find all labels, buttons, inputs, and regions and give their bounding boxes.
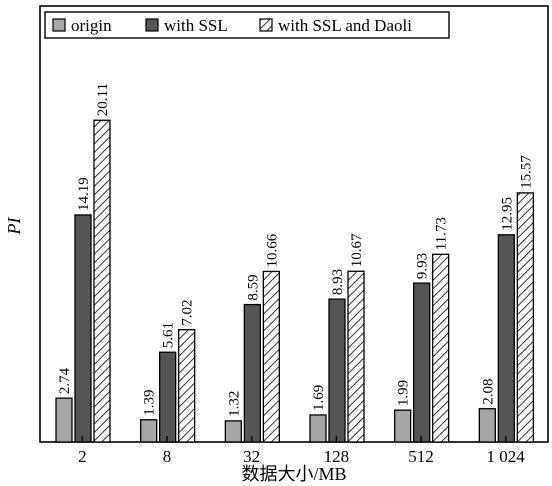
- legend-box: [44, 11, 450, 39]
- data-label-with-ssl-128: 8.93: [330, 269, 346, 295]
- bar-with-ssl-128: [328, 298, 346, 443]
- x-axis-title: 数据大小/MB: [241, 464, 346, 484]
- bar-origin-8: [140, 419, 158, 443]
- data-label-with-ssl-2: 14.19: [76, 177, 92, 211]
- data-label-origin-512: 1.99: [396, 380, 412, 406]
- data-label-with-ssl-and-daoli-1-024: 15.57: [518, 155, 534, 189]
- data-label-origin-8: 1.39: [142, 390, 158, 416]
- bar-with-ssl-and-daoli-8: [178, 329, 196, 443]
- legend-label-with-ssl: with SSL: [164, 16, 228, 35]
- data-label-with-ssl-and-daoli-128: 10.67: [349, 233, 365, 267]
- data-label-origin-1-024: 2.08: [480, 378, 496, 404]
- legend-label-origin: origin: [71, 16, 112, 35]
- legend-label-with-ssl-and-daoli: with SSL and Daoli: [278, 16, 412, 35]
- bar-with-ssl-512: [413, 282, 431, 443]
- data-label-origin-2: 2.74: [57, 367, 73, 394]
- data-label-with-ssl-512: 9.93: [415, 253, 431, 279]
- bar-with-ssl-8: [159, 351, 177, 443]
- bar-with-ssl-and-daoli-128: [347, 270, 365, 443]
- data-label-with-ssl-and-daoli-512: 11.73: [434, 217, 450, 250]
- data-label-with-ssl-8: 5.61: [161, 322, 177, 348]
- bar-origin-2: [55, 397, 73, 443]
- bar-with-ssl-2: [74, 214, 92, 443]
- legend-swatch-with-ssl: [145, 18, 159, 32]
- bar-with-ssl-1-024: [497, 234, 515, 443]
- plot-frame: [39, 5, 549, 443]
- y-axis-title: PI: [4, 217, 24, 236]
- bar-origin-1-024: [478, 408, 496, 443]
- bar-with-ssl-and-daoli-512: [432, 253, 450, 443]
- bar-origin-512: [394, 409, 412, 443]
- bar-with-ssl-and-daoli-32: [262, 270, 280, 443]
- x-tick-label-512: 512: [408, 447, 434, 466]
- x-tick-label-8: 8: [163, 447, 172, 466]
- x-ticks-layer: 2 8 32 128 512 1 024: [78, 436, 525, 466]
- data-label-origin-32: 1.32: [226, 391, 242, 417]
- bar-origin-32: [224, 420, 242, 443]
- data-label-with-ssl-and-daoli-8: 7.02: [180, 299, 196, 325]
- data-label-origin-128: 1.69: [311, 385, 327, 411]
- bar-with-ssl-32: [243, 303, 261, 443]
- legend: origin with SSL with SSL and Daoli: [44, 11, 450, 39]
- x-tick-label-32: 32: [243, 447, 260, 466]
- bar-with-ssl-and-daoli-2: [93, 119, 111, 443]
- legend-swatch-with-ssl-and-daoli: [259, 18, 273, 32]
- data-label-with-ssl-32: 8.59: [245, 274, 261, 300]
- data-label-with-ssl-and-daoli-32: 10.66: [264, 233, 280, 267]
- bar-with-ssl-and-daoli-1-024: [516, 192, 534, 443]
- bar-origin-128: [309, 414, 327, 443]
- x-tick-label-2: 2: [78, 447, 87, 466]
- x-tick-label-128: 128: [324, 447, 350, 466]
- legend-swatch-origin: [52, 18, 66, 32]
- data-label-with-ssl-and-daoli-2: 20.11: [95, 83, 111, 116]
- x-tick-label-1-024: 1 024: [487, 447, 526, 466]
- data-label-with-ssl-1-024: 12.95: [499, 197, 515, 231]
